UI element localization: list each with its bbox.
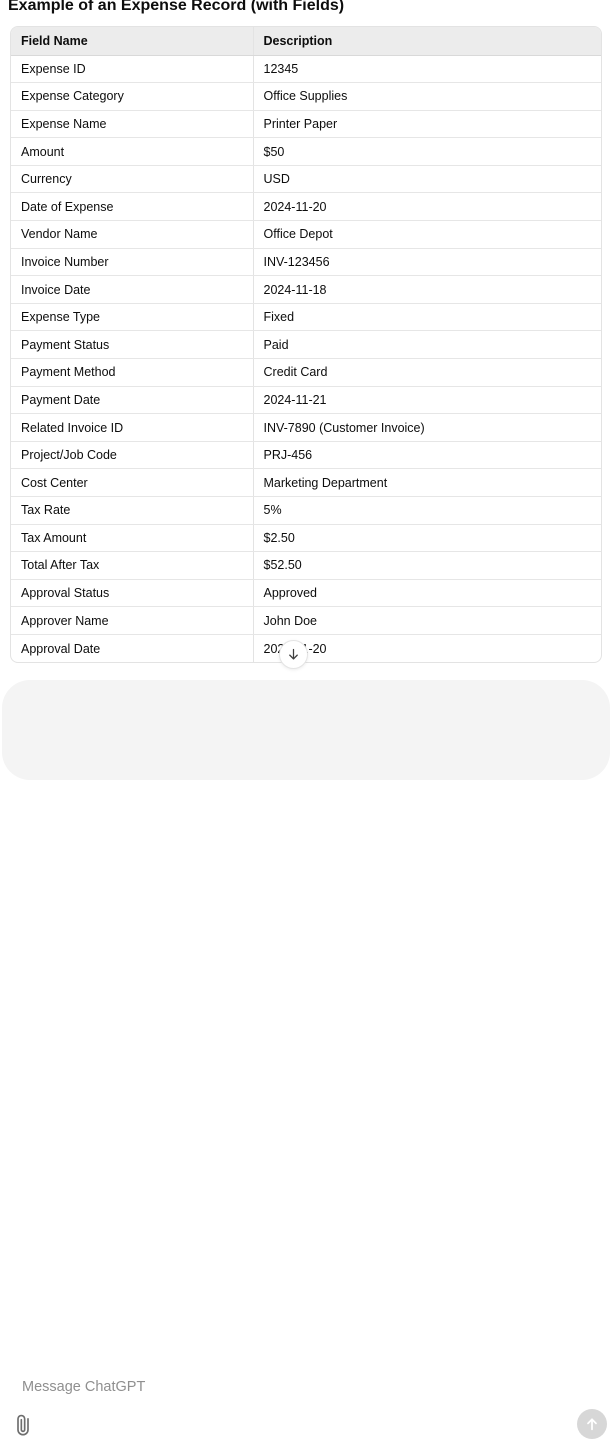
description-cell: 2024-11-18 [253,275,601,304]
description-cell: 5% [253,496,601,525]
description-cell: Credit Card [253,358,601,387]
field-name-cell: Invoice Date [11,275,254,304]
description-cell: Marketing Department [253,468,601,497]
field-name-cell: Total After Tax [11,551,254,580]
field-name-cell: Payment Status [11,330,254,360]
description-cell: Office Supplies [253,82,601,111]
page-title: Example of an Expense Record (with Field… [8,0,345,14]
field-name-cell: Cost Center [11,468,254,497]
field-name-cell: Expense ID [11,55,254,84]
table-header-row: Field Name Description [11,27,601,56]
field-name-cell: Related Invoice ID [11,413,254,442]
column-header-field-name: Field Name [11,27,254,56]
table-row: Expense ID 12345 [11,55,601,84]
table-row: Payment Status Paid [11,330,601,360]
table-row: Expense Name Printer Paper [11,110,601,139]
description-cell: $2.50 [253,524,601,553]
table-row: Related Invoice ID INV-7890 (Customer Inv… [11,413,601,442]
arrow-up-icon [584,1416,600,1432]
send-button[interactable] [577,1409,607,1439]
description-cell: 2024-11-20 [253,192,601,222]
field-name-cell: Expense Category [11,82,254,111]
scroll-to-bottom-button[interactable] [279,640,308,669]
field-name-cell: Invoice Number [11,248,254,277]
table-row: Tax Amount $2.50 [11,524,601,553]
message-input[interactable]: Message ChatGPT [22,1379,146,1395]
table-row: Currency USD [11,165,601,194]
description-cell: INV-7890 (Customer Invoice) [253,413,601,442]
description-cell: John Doe [253,606,601,635]
description-cell: 2024-11-21 [253,386,601,415]
field-name-cell: Expense Type [11,303,254,332]
column-header-description: Description [253,27,601,56]
field-name-cell: Date of Expense [11,192,254,222]
table-row: Payment Date 2024-11-21 [11,386,601,415]
attach-button[interactable] [10,1412,36,1438]
table-row: Cost Center Marketing Department [11,468,601,497]
field-name-cell: Project/Job Code [11,441,254,470]
description-cell: 12345 [253,55,601,84]
field-name-cell: Payment Date [11,386,254,415]
table-row: Tax Rate 5% [11,496,601,525]
arrow-down-icon [286,647,301,662]
description-cell: Printer Paper [253,110,601,139]
expense-table: Field Name Description Expense ID 12345 Ex… [10,26,602,664]
table-row: Invoice Date 2024-11-18 [11,275,601,304]
expense-table-body: Expense ID 12345 Expense Category Office Su… [11,55,601,663]
field-name-cell: Vendor Name [11,220,254,249]
field-name-cell: Approval Date [11,634,254,663]
paperclip-icon [13,1414,33,1436]
table-row: Date of Expense 2024-11-20 [11,192,601,222]
table-row: Vendor Name Office Depot [11,220,601,249]
table-row: Payment Method Credit Card [11,358,601,387]
description-cell: Office Depot [253,220,601,249]
field-name-cell: Currency [11,165,254,194]
field-name-cell: Payment Method [11,358,254,387]
table-row: Project/Job Code PRJ-456 [11,441,601,470]
field-name-cell: Tax Rate [11,496,254,525]
description-cell: Fixed [253,303,601,332]
field-name-cell: Approver Name [11,606,254,635]
table-row: Expense Category Office Supplies [11,82,601,111]
field-name-cell: Amount [11,137,254,166]
table-row: Expense Type Fixed [11,303,601,332]
field-name-cell: Tax Amount [11,524,254,553]
description-cell: Paid [253,330,601,360]
message-composer: Message ChatGPT [2,680,610,1439]
table-row: Amount $50 [11,137,601,166]
description-cell: INV-123456 [253,248,601,277]
description-cell: USD [253,165,601,194]
table-row: Total After Tax $52.50 [11,551,601,580]
description-cell: Approved [253,579,601,608]
field-name-cell: Expense Name [11,110,254,139]
description-cell: PRJ-456 [253,441,601,470]
description-cell: $52.50 [253,551,601,580]
description-cell: $50 [253,137,601,166]
table-row: Approval Status Approved [11,579,601,608]
field-name-cell: Approval Status [11,579,254,608]
table-row: Invoice Number INV-123456 [11,248,601,277]
table-row: Approver Name John Doe [11,606,601,635]
expense-table-grid: Field Name Description Expense ID 12345 Ex… [11,27,601,663]
